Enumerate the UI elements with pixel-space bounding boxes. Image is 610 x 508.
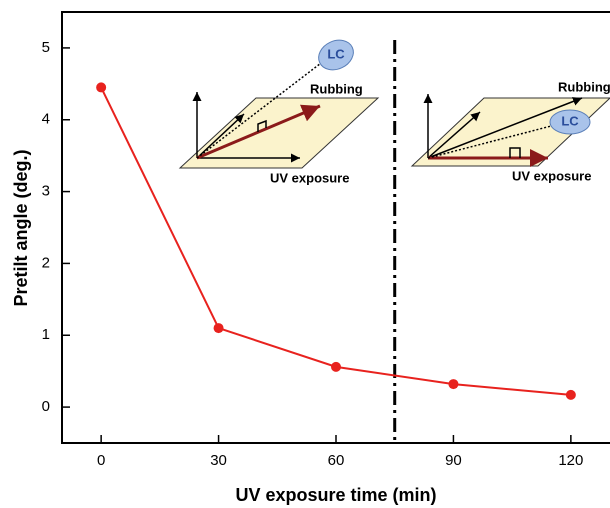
y-tick-label: 2 bbox=[42, 254, 50, 271]
x-tick-label: 30 bbox=[210, 452, 227, 469]
inset-left: LC Rubbing UV exposure bbox=[180, 35, 378, 186]
x-tick-label: 0 bbox=[97, 452, 105, 469]
annotation: UV exposure bbox=[512, 168, 591, 183]
annotation: LC bbox=[327, 46, 345, 61]
x-axis-label: UV exposure time (min) bbox=[235, 485, 436, 505]
annotation: Rubbing bbox=[310, 81, 363, 96]
y-tick-label: 1 bbox=[42, 326, 50, 343]
data-point bbox=[566, 390, 576, 400]
annotation: LC bbox=[561, 113, 579, 128]
data-point bbox=[331, 362, 341, 372]
data-point bbox=[214, 323, 224, 333]
data-point bbox=[96, 82, 106, 92]
y-tick-label: 4 bbox=[42, 111, 50, 128]
x-tick-label: 90 bbox=[445, 452, 462, 469]
inset-right: LC Rubbing UV exposure bbox=[412, 79, 610, 183]
y-tick-label: 3 bbox=[42, 183, 50, 200]
x-tick-label: 120 bbox=[558, 452, 583, 469]
plot-frame bbox=[62, 12, 610, 443]
annotation: Rubbing bbox=[558, 79, 610, 94]
y-tick-label: 0 bbox=[42, 398, 50, 415]
chart: 0 30 60 90 120 0 1 2 3 4 5 LC Rubbing UV exposure … bbox=[0, 0, 610, 508]
data-point bbox=[448, 379, 458, 389]
y-tick-label: 5 bbox=[42, 39, 50, 56]
annotation: UV exposure bbox=[270, 170, 349, 185]
y-axis-label: Pretilt angle (deg.) bbox=[11, 149, 31, 306]
x-tick-label: 60 bbox=[328, 452, 345, 469]
